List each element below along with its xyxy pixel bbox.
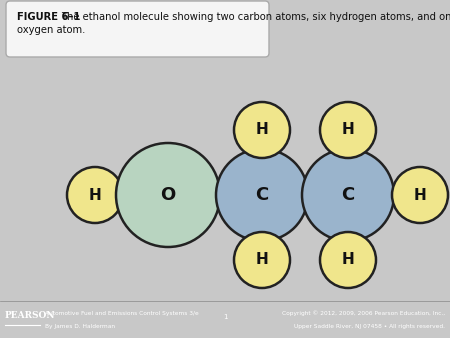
Text: Copyright © 2012, 2009, 2006 Pearson Education, Inc.,: Copyright © 2012, 2009, 2006 Pearson Edu…	[282, 311, 445, 316]
Circle shape	[216, 149, 308, 241]
Circle shape	[320, 102, 376, 158]
Text: PEARSON: PEARSON	[5, 311, 56, 320]
Circle shape	[320, 232, 376, 288]
Circle shape	[234, 102, 290, 158]
Text: H: H	[256, 122, 268, 138]
Circle shape	[67, 167, 123, 223]
Text: H: H	[256, 252, 268, 267]
Text: FIGURE 6–1: FIGURE 6–1	[17, 12, 84, 22]
Text: O: O	[160, 186, 176, 204]
Text: Automotive Fuel and Emissions Control Systems 3/e: Automotive Fuel and Emissions Control Sy…	[45, 311, 199, 316]
Text: C: C	[342, 186, 355, 204]
Circle shape	[234, 232, 290, 288]
FancyBboxPatch shape	[6, 1, 269, 57]
Text: oxygen atom.: oxygen atom.	[17, 25, 85, 35]
Text: H: H	[414, 188, 427, 202]
Text: By James D. Halderman: By James D. Halderman	[45, 323, 115, 329]
Text: H: H	[342, 252, 355, 267]
Text: The ethanol molecule showing two carbon atoms, six hydrogen atoms, and one: The ethanol molecule showing two carbon …	[61, 12, 450, 22]
Text: 1: 1	[223, 314, 227, 320]
Circle shape	[392, 167, 448, 223]
Circle shape	[302, 149, 394, 241]
Text: C: C	[256, 186, 269, 204]
Circle shape	[116, 143, 220, 247]
Text: H: H	[342, 122, 355, 138]
Text: H: H	[89, 188, 101, 202]
Text: Upper Saddle River, NJ 07458 • All rights reserved.: Upper Saddle River, NJ 07458 • All right…	[294, 323, 445, 329]
